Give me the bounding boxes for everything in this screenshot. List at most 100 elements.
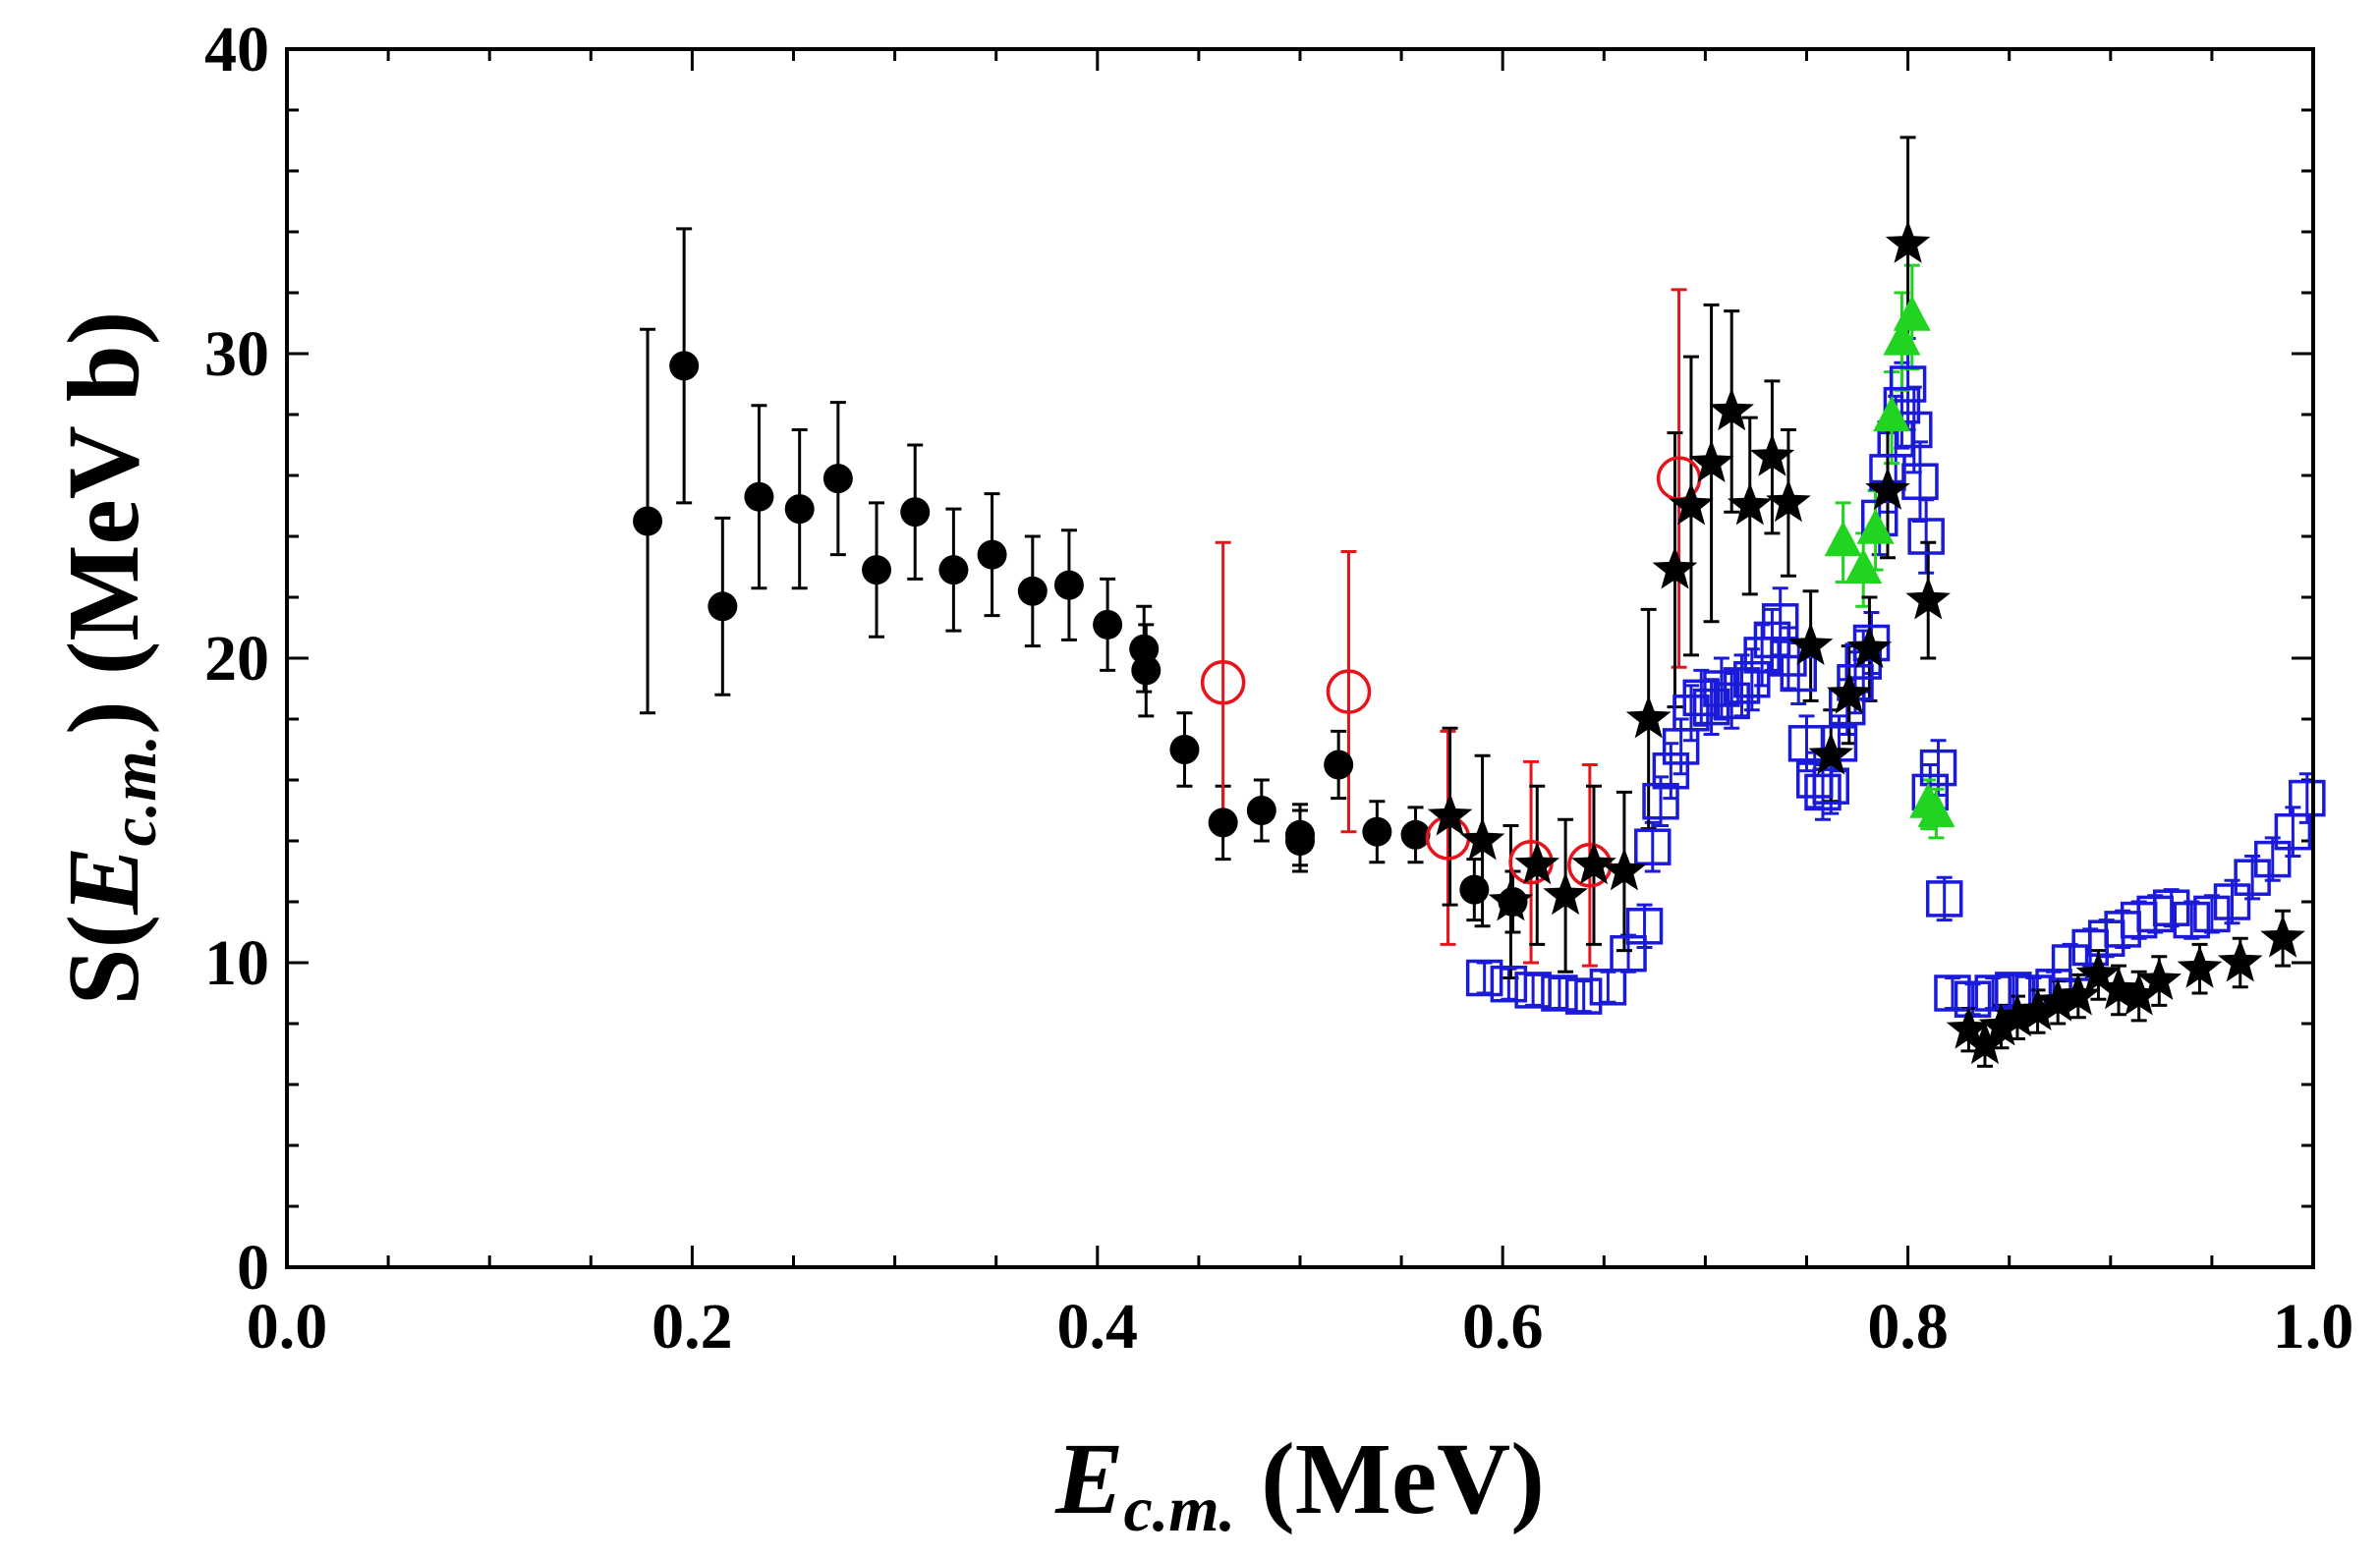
stars-marker	[1602, 848, 1647, 891]
stars-marker	[1808, 732, 1854, 775]
stars-marker	[2035, 978, 2080, 1022]
open-squares-marker	[2152, 889, 2190, 926]
stars-marker	[1427, 793, 1473, 836]
open-squares-marker	[1934, 974, 1971, 1012]
filled-circles-marker	[1208, 807, 1238, 838]
stars-marker	[1727, 482, 1773, 526]
filled-circles-marker	[938, 555, 969, 585]
filled-circles-marker	[822, 464, 853, 494]
filled-circles-marker	[862, 555, 892, 585]
triangles-marker	[1856, 508, 1895, 544]
filled-circles-marker	[633, 506, 663, 536]
stars-marker	[2056, 973, 2101, 1016]
open-circles-error-bar	[1440, 729, 1456, 946]
stars-marker	[1571, 841, 1616, 885]
filled-circles-marker	[900, 497, 931, 528]
y-tick-labels: 0 10 20 30 40	[204, 14, 269, 1304]
x-tick-labels: 0.0 0.2 0.4 0.6 0.8 1.0	[247, 1291, 2354, 1363]
stars-marker	[1459, 817, 1505, 861]
filled-circles-marker	[784, 494, 815, 525]
open-squares-marker	[1733, 660, 1771, 698]
filled-circles-marker	[1131, 655, 1162, 686]
filled-circles-marker	[1246, 796, 1276, 825]
open-squares-marker	[1889, 365, 1927, 403]
stars-marker	[1688, 439, 1734, 482]
stars-marker	[2014, 987, 2061, 1030]
open-squares-marker	[1919, 749, 1957, 787]
triangles-marker	[1824, 521, 1862, 557]
open-squares-marker	[1812, 767, 1849, 805]
y-tick-label: 0	[237, 1232, 269, 1304]
filled-circles-marker	[977, 539, 1007, 570]
open-squares-marker	[1901, 463, 1939, 500]
open-squares-marker	[1465, 959, 1503, 997]
open-squares-error-bar	[1936, 875, 1953, 922]
open-squares-marker	[1974, 974, 2012, 1012]
filled-circles-marker	[1324, 750, 1354, 780]
open-squares-marker	[1514, 972, 1552, 1009]
open-squares-marker	[1925, 880, 1963, 918]
stars-marker	[2096, 966, 2141, 1010]
x-tick-label: 1.0	[2273, 1291, 2354, 1363]
open-squares-marker	[1723, 667, 1761, 704]
open-squares-marker	[1703, 670, 1740, 707]
open-squares-marker	[1634, 828, 1672, 865]
stars-marker	[1962, 1021, 2008, 1065]
stars-marker	[2116, 973, 2162, 1016]
stars-marker	[1885, 220, 1931, 263]
triangles-marker	[1917, 792, 1955, 828]
filled-circles-marker	[1169, 735, 1200, 764]
open-squares-marker	[1780, 654, 1818, 693]
open-squares-marker	[1589, 969, 1627, 1006]
stars-marker	[1488, 878, 1534, 921]
filled-circles-marker	[1053, 570, 1084, 600]
filled-circles-marker	[1459, 874, 1490, 905]
open-squares-marker	[1490, 965, 1528, 1003]
filled-circles-marker	[1400, 819, 1431, 850]
x-tick-label: 0.2	[652, 1291, 733, 1363]
triangles-marker	[1844, 548, 1883, 584]
open-squares-marker	[1907, 518, 1945, 555]
open-squares-marker	[2213, 883, 2251, 920]
open-squares-marker	[1652, 751, 1690, 790]
stars-marker	[1827, 671, 1872, 714]
stars-marker	[1709, 387, 1754, 431]
open-squares-marker	[1682, 679, 1721, 717]
filled-circles-marker	[669, 351, 700, 381]
stars-marker	[1946, 1006, 1992, 1049]
open-squares-marker	[2193, 895, 2231, 933]
stars-marker	[1669, 482, 1714, 526]
stars-marker	[1995, 993, 2040, 1037]
filled-circles-marker	[1017, 576, 1048, 606]
open-squares-marker	[1761, 603, 1799, 640]
filled-circles-marker	[1129, 634, 1160, 664]
stars-marker	[1978, 1003, 2024, 1046]
stars-marker	[1846, 625, 1893, 669]
stars-marker	[1625, 696, 1672, 739]
filled-circles-marker	[1093, 609, 1123, 640]
open-squares-marker	[1954, 980, 1992, 1018]
stars-marker	[1766, 478, 1811, 523]
stars-marker	[1652, 546, 1698, 589]
stars-marker	[1543, 871, 1588, 916]
open-squares-marker	[2254, 840, 2292, 878]
y-axis-title: S(Ec.m.) (MeV b)	[47, 311, 170, 1006]
stars-marker	[2075, 951, 2122, 994]
x-tick-label: 0.0	[247, 1291, 328, 1363]
stars-marker	[1905, 577, 1951, 620]
open-squares-marker	[1642, 782, 1679, 820]
data-markers	[633, 220, 2326, 1065]
x-axis-title: Ec.m. (MeV)	[1054, 1422, 1545, 1545]
open-squares-marker	[1564, 977, 1603, 1015]
stars-marker	[2217, 939, 2263, 982]
triangles-marker	[1893, 295, 1931, 331]
open-squares-marker	[2289, 779, 2326, 817]
open-squares-marker	[2173, 901, 2211, 939]
y-tick-label: 10	[204, 927, 269, 999]
open-circles-error-bar	[1340, 550, 1357, 834]
y-tick-label: 20	[204, 623, 269, 695]
stars-marker	[1865, 467, 1910, 510]
filled-circles-marker	[744, 481, 774, 512]
filled-circles-marker	[1285, 826, 1315, 856]
